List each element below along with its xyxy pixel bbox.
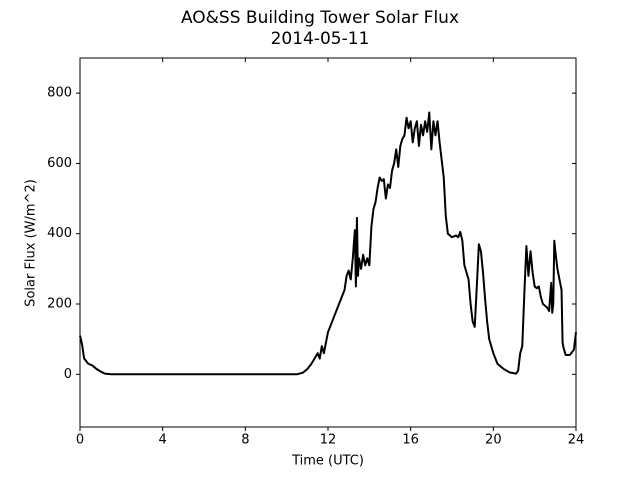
x-tick-label: 4	[159, 433, 167, 448]
x-tick-label: 16	[402, 433, 419, 448]
y-axis-label: Solar Flux (W/m^2)	[24, 179, 39, 307]
chart-title: AO&SS Building Tower Solar Flux	[181, 8, 459, 28]
x-axis-label: Time (UTC)	[291, 454, 364, 469]
x-tick-label: 12	[320, 433, 337, 448]
x-tick-label: 24	[568, 433, 585, 448]
plot-frame	[79, 57, 577, 428]
y-tick-label: 0	[64, 367, 72, 382]
x-tick-label: 20	[485, 433, 502, 448]
x-tick-label: 0	[76, 433, 84, 448]
y-tick-label: 800	[47, 86, 72, 101]
y-tick-label: 600	[47, 156, 72, 171]
y-tick-label: 200	[47, 297, 72, 312]
y-tick-label: 400	[47, 226, 72, 241]
chart-subtitle: 2014-05-11	[271, 29, 370, 49]
x-tick-label: 8	[241, 433, 249, 448]
data-line	[79, 111, 577, 376]
